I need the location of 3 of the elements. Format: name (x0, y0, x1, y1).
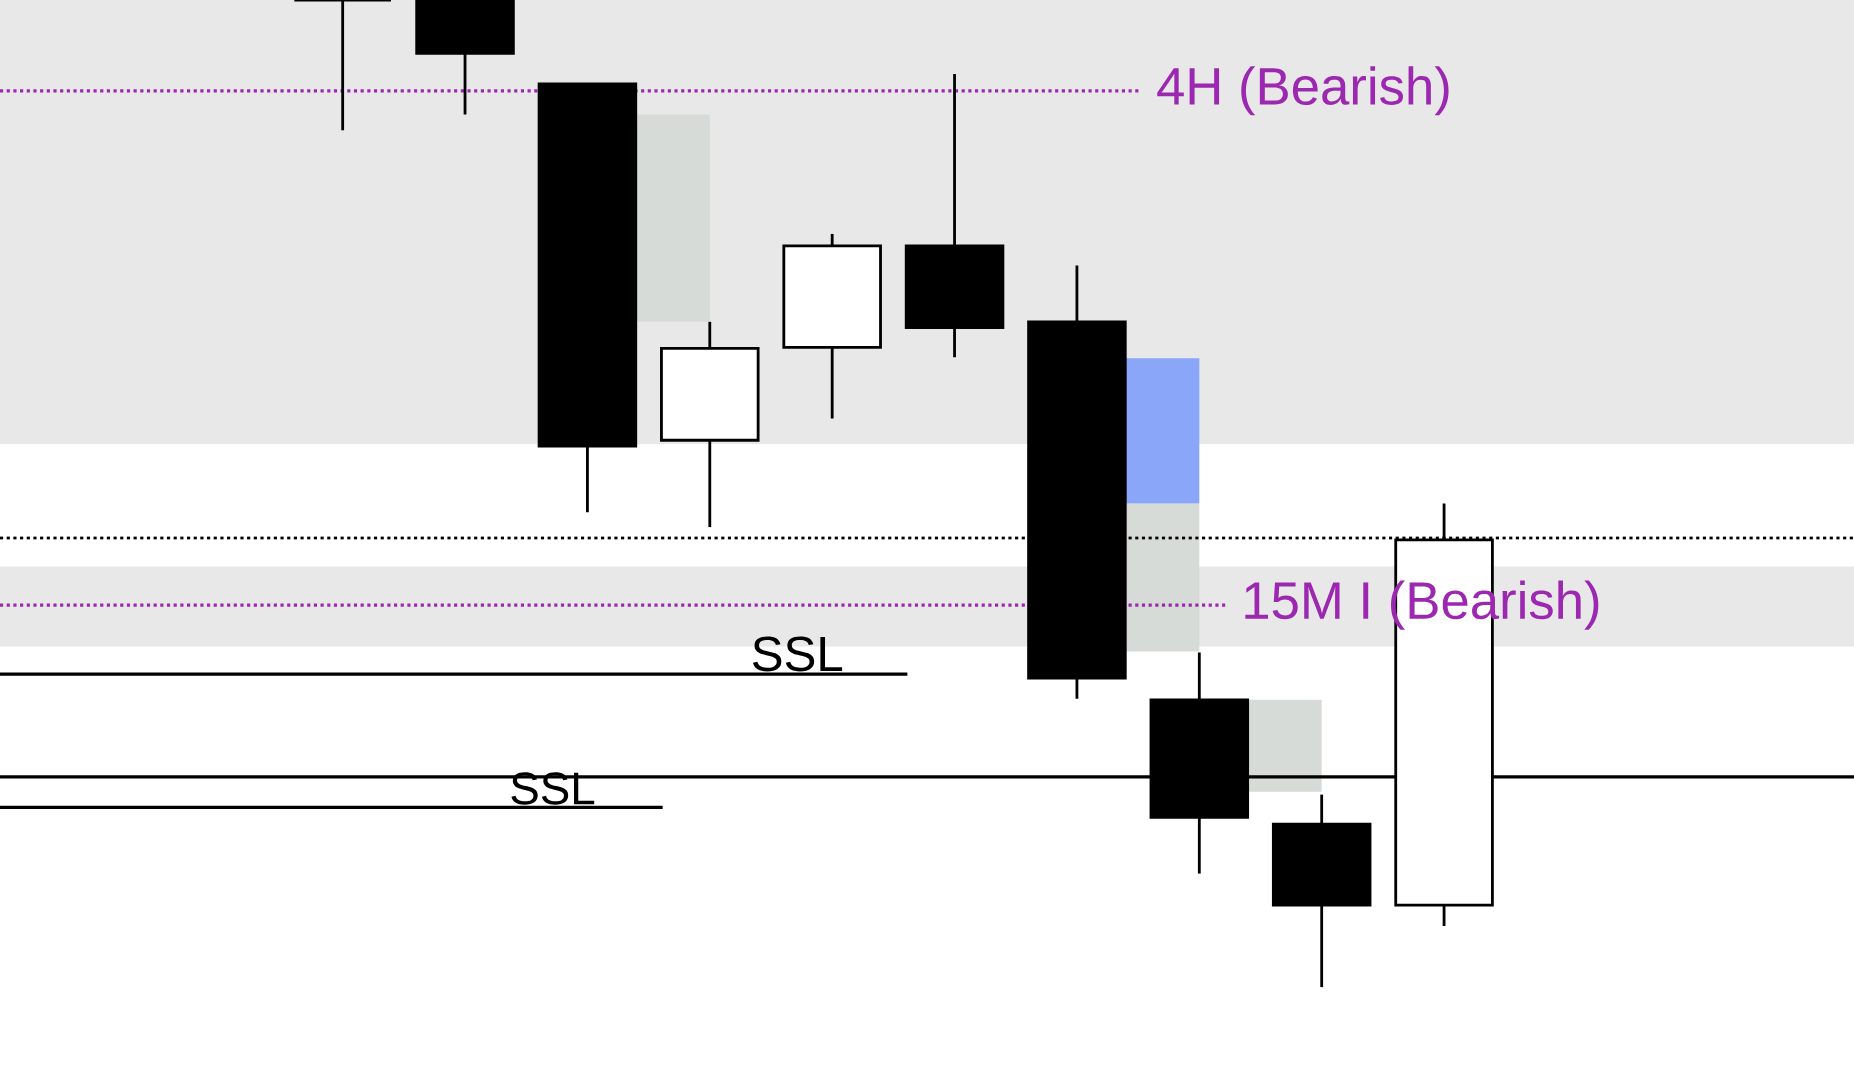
ref-line-label: 4H (Bearish) (1157, 66, 1449, 116)
candlestick (292, 0, 393, 132)
ref-line-label: SSL (752, 636, 843, 672)
